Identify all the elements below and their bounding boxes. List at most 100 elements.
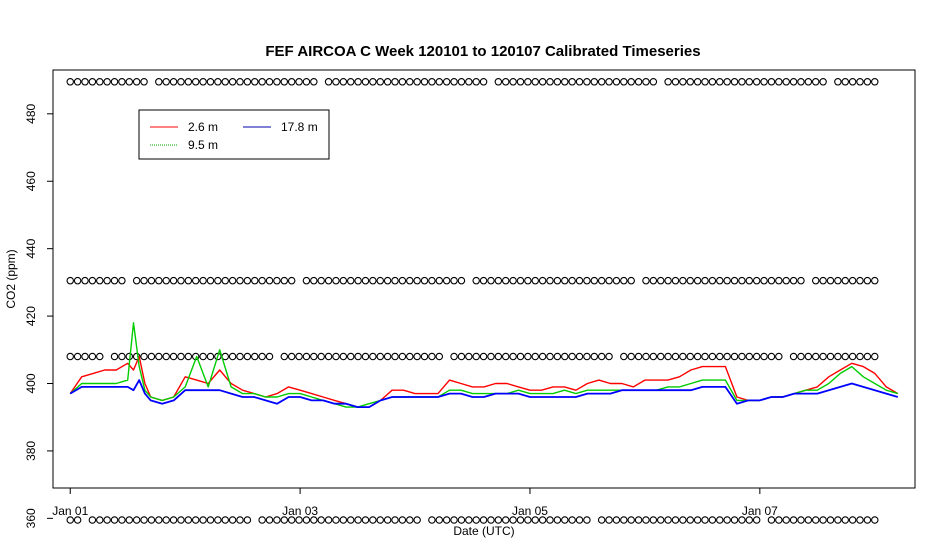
calibration-point [819, 276, 827, 285]
calibration-point [627, 352, 635, 361]
calibration-point [206, 352, 215, 361]
calibration-point [656, 516, 665, 524]
calibration-point [354, 352, 362, 361]
calibration-point [369, 352, 377, 361]
calibration-point [324, 276, 333, 285]
calibration-point [457, 276, 466, 285]
calibration-point [590, 352, 599, 361]
calibration-point [760, 352, 768, 361]
calibration-point [789, 276, 798, 285]
calibration-point [206, 516, 215, 524]
calibration-point [516, 78, 525, 86]
calibration-point [841, 78, 849, 86]
calibration-point [361, 516, 370, 524]
calibration-point [221, 78, 229, 86]
calibration-point [103, 516, 111, 524]
calibration-point [686, 276, 694, 285]
calibration-point [398, 78, 407, 86]
calibration-point [472, 516, 480, 524]
calibration-point [767, 276, 776, 285]
calibration-point [147, 276, 156, 285]
calibration-point [302, 78, 311, 86]
calibration-point [627, 78, 635, 86]
calibration-point [472, 78, 480, 86]
calibration-point [332, 352, 340, 361]
calibration-point [361, 352, 370, 361]
series-line-1 [69, 322, 898, 408]
calibration-point [797, 352, 805, 361]
calibration-point [465, 516, 473, 524]
calibration-point [420, 352, 429, 361]
calibration-point [66, 276, 74, 285]
calibration-point [752, 276, 761, 285]
calibration-point [811, 516, 820, 524]
calibration-point [782, 276, 790, 285]
calibration-point [575, 352, 584, 361]
calibration-point [110, 276, 119, 285]
calibration-point [110, 78, 119, 86]
calibration-point [265, 352, 274, 361]
calibration-point [531, 276, 539, 285]
calibration-point [324, 516, 333, 524]
calibration-point [73, 352, 82, 361]
calibration-point [627, 516, 635, 524]
calibration-point [524, 516, 532, 524]
calibration-point [789, 78, 798, 86]
calibration-point [228, 276, 237, 285]
calibration-point [664, 516, 672, 524]
calibration-point [236, 276, 244, 285]
calibration-point [620, 516, 628, 524]
calibration-point [310, 276, 318, 285]
calibration-point [162, 276, 170, 285]
calibration-point [738, 516, 746, 524]
calibration-point [730, 516, 739, 524]
calibration-point [258, 276, 266, 285]
calibration-point [442, 516, 451, 524]
calibration-point [428, 78, 436, 86]
calibration-point [524, 78, 532, 86]
calibration-point [391, 276, 399, 285]
calibration-point [479, 352, 488, 361]
calibration-point [295, 352, 303, 361]
calibration-point [206, 276, 215, 285]
calibration-point [479, 516, 488, 524]
calibration-point [465, 352, 473, 361]
calibration-point [649, 516, 658, 524]
calibration-point [280, 352, 289, 361]
calibration-point [442, 78, 451, 86]
calibration-point [413, 78, 421, 86]
calibration-point [775, 516, 783, 524]
calibration-point [538, 352, 547, 361]
calibration-point [369, 78, 377, 86]
calibration-point [435, 352, 444, 361]
calibration-point [280, 78, 289, 86]
calibration-point [125, 516, 134, 524]
calibration-point [649, 352, 658, 361]
calibration-point [546, 352, 554, 361]
calibration-point [147, 516, 156, 524]
calibration-point [287, 352, 296, 361]
calibration-point [435, 78, 444, 86]
calibration-point [457, 78, 466, 86]
calibration-point [642, 516, 650, 524]
calibration-point [265, 516, 274, 524]
calibration-point [501, 516, 510, 524]
calibration-point [155, 276, 163, 285]
calibration-point [797, 276, 805, 285]
calibration-point [553, 516, 562, 524]
calibration-point [716, 516, 724, 524]
calibration-point [450, 352, 458, 361]
calibration-point [155, 352, 163, 361]
calibration-point [302, 516, 311, 524]
calibration-point [280, 276, 289, 285]
calibration-point [752, 352, 761, 361]
calibration-point [686, 78, 694, 86]
calibration-point [258, 516, 266, 524]
calibration-point [420, 78, 429, 86]
calibration-point [642, 276, 650, 285]
calibration-point [871, 516, 879, 524]
y-tick-label-2: 400 [24, 373, 38, 393]
calibration-point [745, 352, 754, 361]
calibration-point [620, 352, 628, 361]
